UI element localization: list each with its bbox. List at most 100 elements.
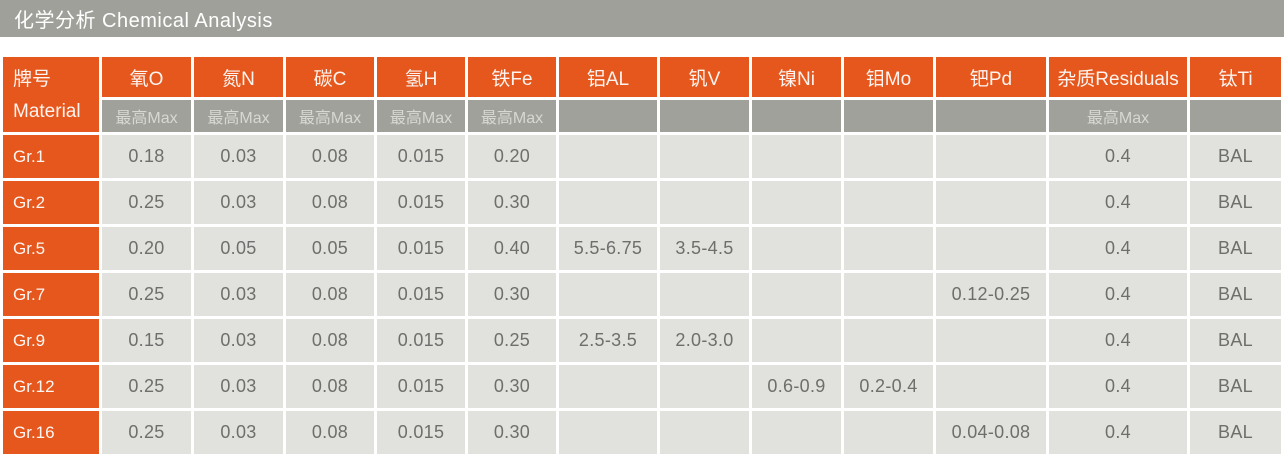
value-cell <box>752 273 841 316</box>
value-cell <box>752 411 841 454</box>
grade-cell: Gr.1 <box>3 135 99 178</box>
value-cell: 0.2-0.4 <box>844 365 933 408</box>
grade-cell: Gr.2 <box>3 181 99 224</box>
subheader-empty <box>559 100 657 132</box>
value-cell <box>660 365 749 408</box>
value-cell: 0.25 <box>102 411 191 454</box>
table-row: Gr.2 0.25 0.03 0.08 0.015 0.30 0.4 BAL <box>3 181 1281 224</box>
value-cell: 0.12-0.25 <box>936 273 1046 316</box>
material-header-cell: 牌号 Material <box>3 57 99 132</box>
value-cell: 0.015 <box>377 319 465 362</box>
value-cell: 0.25 <box>102 365 191 408</box>
subheader-empty <box>936 100 1046 132</box>
value-cell <box>936 319 1046 362</box>
subheader-empty <box>1190 100 1281 132</box>
value-cell: 0.4 <box>1049 135 1187 178</box>
value-cell: 0.08 <box>286 135 374 178</box>
chemical-analysis-table: 牌号 Material 氧O 氮N 碳C 氢H 铁Fe 铝AL 钒V 镍Ni 钼… <box>0 54 1284 457</box>
value-cell: 0.30 <box>468 411 556 454</box>
value-cell: 0.4 <box>1049 181 1187 224</box>
value-cell: BAL <box>1190 135 1281 178</box>
value-cell: 5.5-6.75 <box>559 227 657 270</box>
section-title-bar: 化学分析 Chemical Analysis <box>0 0 1284 37</box>
value-cell: 0.08 <box>286 365 374 408</box>
grade-cell: Gr.5 <box>3 227 99 270</box>
value-cell <box>844 319 933 362</box>
column-header-hydrogen: 氢H <box>377 57 465 97</box>
table-row: Gr.12 0.25 0.03 0.08 0.015 0.30 0.6-0.9 … <box>3 365 1281 408</box>
value-cell <box>936 135 1046 178</box>
value-cell: 0.4 <box>1049 227 1187 270</box>
table-row: Gr.16 0.25 0.03 0.08 0.015 0.30 0.04-0.0… <box>3 411 1281 454</box>
column-header-carbon: 碳C <box>286 57 374 97</box>
value-cell <box>752 319 841 362</box>
value-cell: BAL <box>1190 319 1281 362</box>
value-cell: BAL <box>1190 365 1281 408</box>
value-cell: BAL <box>1190 181 1281 224</box>
value-cell <box>559 273 657 316</box>
value-cell: 0.4 <box>1049 319 1187 362</box>
value-cell <box>844 181 933 224</box>
value-cell: BAL <box>1190 411 1281 454</box>
grade-cell: Gr.12 <box>3 365 99 408</box>
value-cell: 0.4 <box>1049 365 1187 408</box>
value-cell: 0.04-0.08 <box>936 411 1046 454</box>
value-cell: BAL <box>1190 227 1281 270</box>
column-header-iron: 铁Fe <box>468 57 556 97</box>
spacer <box>0 37 1284 54</box>
value-cell: 0.015 <box>377 365 465 408</box>
value-cell: 0.25 <box>102 181 191 224</box>
value-cell: 0.18 <box>102 135 191 178</box>
value-cell: 0.03 <box>194 273 283 316</box>
value-cell: 0.25 <box>102 273 191 316</box>
value-cell: 0.03 <box>194 411 283 454</box>
value-cell <box>559 135 657 178</box>
subheader-max: 最高Max <box>194 100 283 132</box>
table-row: Gr.1 0.18 0.03 0.08 0.015 0.20 0.4 BAL <box>3 135 1281 178</box>
value-cell: 0.015 <box>377 411 465 454</box>
value-cell: 0.015 <box>377 273 465 316</box>
value-cell: 0.015 <box>377 227 465 270</box>
value-cell: 0.08 <box>286 411 374 454</box>
column-header-oxygen: 氧O <box>102 57 191 97</box>
value-cell: 0.6-0.9 <box>752 365 841 408</box>
table-row: Gr.9 0.15 0.03 0.08 0.015 0.25 2.5-3.5 2… <box>3 319 1281 362</box>
value-cell <box>752 181 841 224</box>
value-cell <box>752 135 841 178</box>
value-cell: BAL <box>1190 273 1281 316</box>
value-cell <box>559 181 657 224</box>
value-cell: 0.25 <box>468 319 556 362</box>
header-row: 牌号 Material 氧O 氮N 碳C 氢H 铁Fe 铝AL 钒V 镍Ni 钼… <box>3 57 1281 132</box>
subheader-max: 最高Max <box>377 100 465 132</box>
value-cell: 0.30 <box>468 365 556 408</box>
column-header-nitrogen: 氮N <box>194 57 283 97</box>
value-cell <box>844 273 933 316</box>
value-cell: 0.15 <box>102 319 191 362</box>
value-cell: 0.30 <box>468 181 556 224</box>
value-cell: 0.03 <box>194 365 283 408</box>
value-cell: 0.4 <box>1049 411 1187 454</box>
value-cell: 0.20 <box>102 227 191 270</box>
value-cell <box>844 411 933 454</box>
grade-cell: Gr.7 <box>3 273 99 316</box>
value-cell: 0.03 <box>194 135 283 178</box>
column-header-aluminium: 铝AL <box>559 57 657 97</box>
value-cell <box>844 227 933 270</box>
column-header-titanium: 钛Ti <box>1190 57 1281 97</box>
value-cell: 0.08 <box>286 273 374 316</box>
column-header-residuals: 杂质Residuals <box>1049 57 1187 97</box>
value-cell: 0.05 <box>286 227 374 270</box>
value-cell: 0.40 <box>468 227 556 270</box>
material-header-en: Material <box>13 100 81 122</box>
table-row: Gr.5 0.20 0.05 0.05 0.015 0.40 5.5-6.75 … <box>3 227 1281 270</box>
value-cell <box>660 273 749 316</box>
subheader-max: 最高Max <box>286 100 374 132</box>
value-cell: 0.30 <box>468 273 556 316</box>
value-cell <box>660 135 749 178</box>
column-header-nickel: 镍Ni <box>752 57 841 97</box>
value-cell <box>844 135 933 178</box>
subheader-max: 最高Max <box>1049 100 1187 132</box>
value-cell <box>752 227 841 270</box>
grade-cell: Gr.16 <box>3 411 99 454</box>
value-cell <box>559 365 657 408</box>
